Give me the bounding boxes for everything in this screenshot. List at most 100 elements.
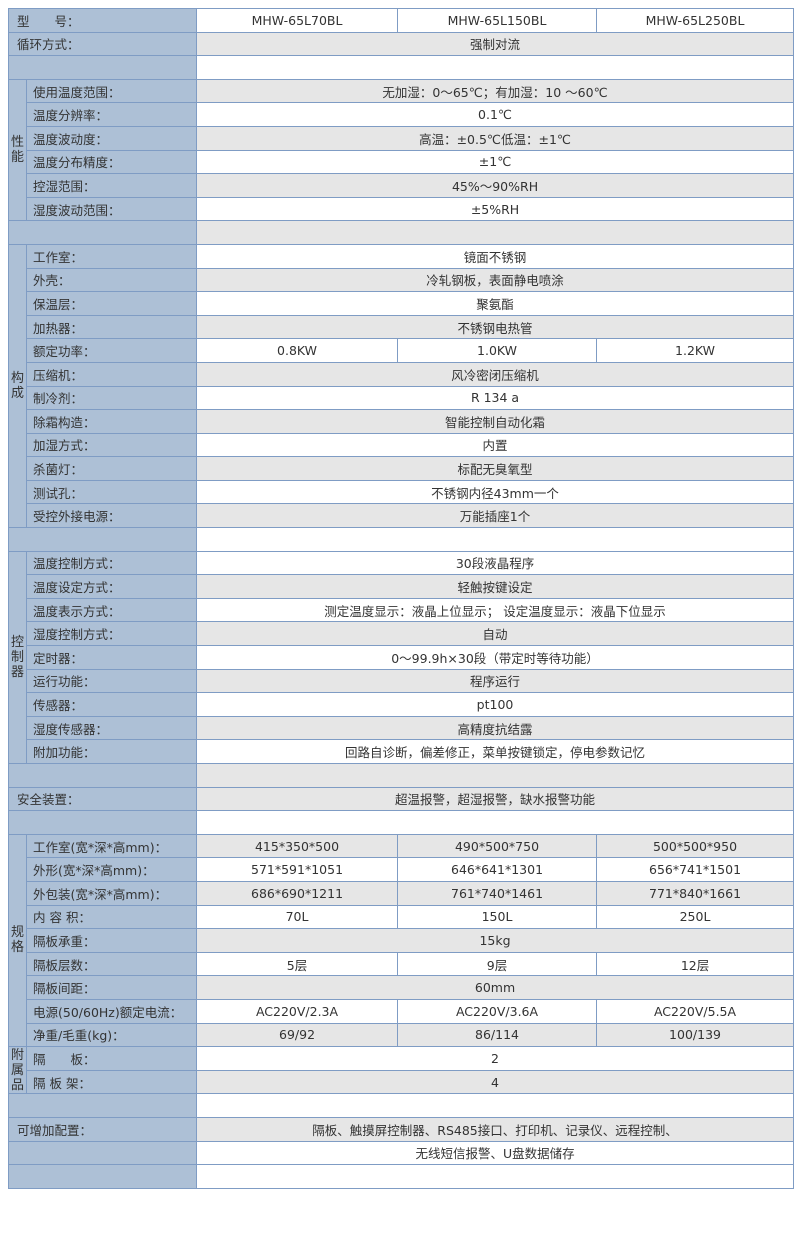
table-row bbox=[7, 55, 795, 80]
row-label: 隔 板 架： bbox=[25, 1069, 198, 1095]
row-label: 电源(50/60Hz)额定电流： bbox=[25, 998, 198, 1024]
row-value-model-1: MHW-65L70BL bbox=[196, 8, 399, 33]
row-label: 隔板间距： bbox=[25, 975, 198, 1000]
table-row: 杀菌灯： 标配无臭氧型 bbox=[9, 456, 795, 481]
table-row bbox=[7, 220, 795, 245]
group-title: 附属品 bbox=[10, 1047, 24, 1093]
row-label: 除霜构造： bbox=[25, 409, 198, 434]
row-label: 压缩机： bbox=[25, 361, 198, 387]
row-label: 工作室(宽*深*高mm)： bbox=[25, 833, 198, 859]
table-row: 温度设定方式： 轻触按键设定 bbox=[9, 574, 795, 599]
row-value: 程序运行 bbox=[196, 668, 795, 694]
row-label: 使用温度范围： bbox=[25, 78, 198, 104]
table-row: 无线短信报警、U盘数据储存 bbox=[7, 1140, 795, 1166]
group-header-cell: 构成 bbox=[8, 243, 27, 529]
row-value: 回路自诊断，偏差修正，菜单按键锁定，停电参数记忆 bbox=[196, 739, 795, 764]
row-value-model-3: 100/139 bbox=[596, 1022, 795, 1048]
row-value: 0～99.9h×30段（带定时等待功能） bbox=[196, 645, 795, 670]
row-label: 外包装(宽*深*高mm)： bbox=[25, 880, 198, 906]
table-row: 保温层： 聚氨酯 bbox=[9, 291, 795, 316]
table-row: 受控外接电源： 万能插座1个 bbox=[9, 503, 795, 529]
table-row: 传感器： pt100 bbox=[9, 692, 795, 717]
row-label: 运行功能： bbox=[25, 668, 198, 694]
row-label: 温度分辨率： bbox=[25, 102, 198, 127]
row-label: 湿度波动范围： bbox=[25, 196, 198, 222]
table-row: 湿度传感器： 高精度抗结露 bbox=[9, 715, 795, 741]
table-row: 加湿方式： 内置 bbox=[9, 432, 795, 458]
row-label bbox=[7, 810, 198, 835]
table-row: 压缩机： 风冷密闭压缩机 bbox=[9, 361, 795, 387]
row-label: 传感器： bbox=[25, 692, 198, 717]
row-label: 温度设定方式： bbox=[25, 574, 198, 599]
row-value bbox=[196, 810, 795, 835]
row-value: 30段液晶程序 bbox=[196, 550, 795, 576]
row-label: 外形(宽*深*高mm)： bbox=[25, 857, 198, 882]
table-row bbox=[7, 810, 795, 835]
row-label bbox=[7, 1093, 198, 1118]
row-label: 隔板承重： bbox=[25, 928, 198, 953]
row-label: 内 容 积： bbox=[25, 904, 198, 930]
group-title: 性能 bbox=[10, 135, 24, 166]
row-label: 工作室： bbox=[25, 243, 198, 269]
row-value: 冷轧钢板，表面静电喷涂 bbox=[196, 267, 795, 293]
row-value: 15kg bbox=[196, 928, 795, 953]
row-label: 湿度传感器： bbox=[25, 715, 198, 741]
row-label: 加热器： bbox=[25, 314, 198, 340]
row-value: 内置 bbox=[196, 432, 795, 458]
table-row: 外形(宽*深*高mm)： 571*591*1051 646*641*1301 656*… bbox=[9, 857, 795, 882]
row-value-model-2: 9层 bbox=[397, 951, 598, 977]
table-row: 湿度波动范围： ±5%RH bbox=[9, 196, 795, 222]
row-value: 智能控制自动化霜 bbox=[196, 409, 795, 434]
row-label: 加湿方式： bbox=[25, 432, 198, 458]
row-value-model-3: 1.2KW bbox=[596, 338, 795, 363]
row-label bbox=[7, 55, 198, 80]
table-row: 温度表示方式： 测定温度显示：液晶上位显示； 设定温度显示：液晶下位显示 bbox=[9, 597, 795, 623]
row-value bbox=[196, 1164, 795, 1189]
row-label: 温度波动度： bbox=[25, 125, 198, 151]
row-label: 型 号： bbox=[7, 8, 198, 33]
row-label bbox=[7, 1164, 198, 1189]
row-value-model-1: 69/92 bbox=[196, 1022, 399, 1048]
row-value: 风冷密闭压缩机 bbox=[196, 361, 795, 387]
row-value bbox=[196, 527, 795, 552]
row-value-model-2: 1.0KW bbox=[397, 338, 598, 363]
row-value bbox=[196, 220, 795, 245]
table-row: 附加功能： 回路自诊断，偏差修正，菜单按键锁定，停电参数记忆 bbox=[9, 739, 795, 764]
row-value: ±1℃ bbox=[196, 149, 795, 175]
table-row: 规格 工作室(宽*深*高mm)： 415*350*500 490*500*750 500… bbox=[8, 833, 795, 1048]
row-value: 无加湿：0～65℃；有加湿：10 ～60℃ bbox=[196, 78, 795, 104]
row-value-model-3: 12层 bbox=[596, 951, 795, 977]
spec-table: 型 号： MHW-65L70BL MHW-65L150BL MHW-65L250BL 循… bbox=[7, 8, 795, 1189]
table-row: 安全装置： 超温报警，超湿报警，缺水报警功能 bbox=[7, 786, 795, 812]
row-value: 4 bbox=[196, 1069, 795, 1095]
table-row: 加热器： 不锈钢电热管 bbox=[9, 314, 795, 340]
table-row: 控湿范围： 45%～90%RH bbox=[9, 173, 795, 198]
row-value-model-1: 571*591*1051 bbox=[196, 857, 399, 882]
row-label: 受控外接电源： bbox=[25, 503, 198, 529]
row-label: 外壳： bbox=[25, 267, 198, 293]
table-row: 外包装(宽*深*高mm)： 686*690*1211 761*740*1461 771… bbox=[9, 880, 795, 906]
group-header-cell: 规格 bbox=[8, 833, 27, 1048]
row-value-model-3: 250L bbox=[596, 904, 795, 930]
table-row: 隔板承重： 15kg bbox=[9, 928, 795, 953]
row-label: 净重/毛重(kg)： bbox=[25, 1022, 198, 1048]
row-value: ±5%RH bbox=[196, 196, 795, 222]
table-row: 定时器： 0～99.9h×30段（带定时等待功能） bbox=[9, 645, 795, 670]
row-value bbox=[196, 763, 795, 788]
table-row: 测试孔： 不锈钢内径43mm一个 bbox=[9, 479, 795, 505]
row-label: 隔板层数： bbox=[25, 951, 198, 977]
row-label: 温度控制方式： bbox=[25, 550, 198, 576]
group-title: 控制器 bbox=[10, 634, 24, 680]
table-row bbox=[7, 1093, 795, 1118]
row-label: 循环方式： bbox=[7, 31, 198, 57]
row-value: 不锈钢电热管 bbox=[196, 314, 795, 340]
table-row: 温度分辨率： 0.1℃ bbox=[9, 102, 795, 127]
table-row: 温度波动度： 高温：±0.5℃低温：±1℃ bbox=[9, 125, 795, 151]
group-header-cell: 附属品 bbox=[8, 1046, 27, 1095]
spec-table-body: 型 号： MHW-65L70BL MHW-65L150BL MHW-65L250BL 循… bbox=[7, 8, 795, 1189]
group-title: 构成 bbox=[10, 371, 24, 401]
row-value-model-2: 86/114 bbox=[397, 1022, 598, 1048]
row-value: 不锈钢内径43mm一个 bbox=[196, 479, 795, 505]
row-value: 自动 bbox=[196, 621, 795, 647]
table-row: 外壳： 冷轧钢板，表面静电喷涂 bbox=[9, 267, 795, 293]
